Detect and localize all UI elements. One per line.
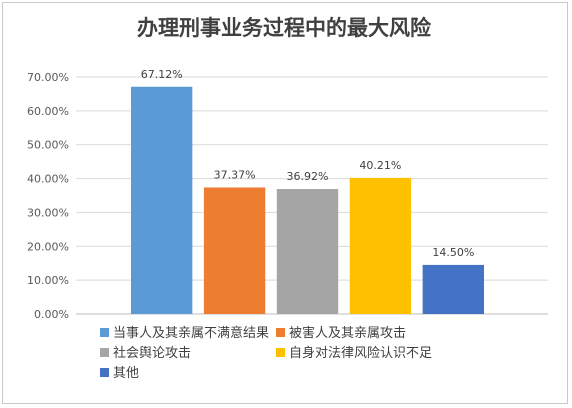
legend-swatch xyxy=(276,348,285,357)
y-tick-label: 40.00% xyxy=(27,173,69,186)
data-label: 14.50% xyxy=(432,246,474,259)
y-tick-label: 70.00% xyxy=(27,71,69,84)
bar-4 xyxy=(349,177,412,314)
legend-swatch xyxy=(276,328,285,337)
legend-item: 社会舆论攻击 xyxy=(100,346,191,362)
y-tick-label: 0.00% xyxy=(34,308,69,321)
y-tick-label: 60.00% xyxy=(27,105,69,118)
legend-label: 被害人及其亲属攻击 xyxy=(289,326,407,341)
legend-swatch xyxy=(100,348,109,357)
data-label: 36.92% xyxy=(287,170,329,183)
legend-swatch xyxy=(100,328,109,337)
y-tick-label: 30.00% xyxy=(27,206,69,219)
legend-label: 自身对法律风险认识不足 xyxy=(289,346,433,361)
legend-item: 被害人及其亲属攻击 xyxy=(276,326,406,342)
legend-swatch xyxy=(100,368,109,377)
data-label: 37.37% xyxy=(214,168,256,181)
bar-1 xyxy=(131,86,193,314)
y-tick-label: 20.00% xyxy=(27,240,69,253)
chart-title: 办理刑事业务过程中的最大风险 xyxy=(137,15,431,40)
bar-3 xyxy=(276,188,339,314)
y-tick-label: 50.00% xyxy=(27,139,69,152)
legend-item: 自身对法律风险认识不足 xyxy=(276,346,432,362)
legend-label: 其他 xyxy=(113,366,140,381)
legend-item: 当事人及其亲属不满意结果 xyxy=(100,326,269,342)
legend-label: 社会舆论攻击 xyxy=(113,346,192,361)
data-label: 40.21% xyxy=(359,159,401,172)
legend-label: 当事人及其亲属不满意结果 xyxy=(113,326,270,341)
bar-5 xyxy=(422,264,484,314)
data-label: 67.12% xyxy=(141,68,183,81)
y-tick-label: 10.00% xyxy=(27,274,69,287)
legend-item: 其他 xyxy=(100,366,139,382)
bar-2 xyxy=(203,187,266,314)
